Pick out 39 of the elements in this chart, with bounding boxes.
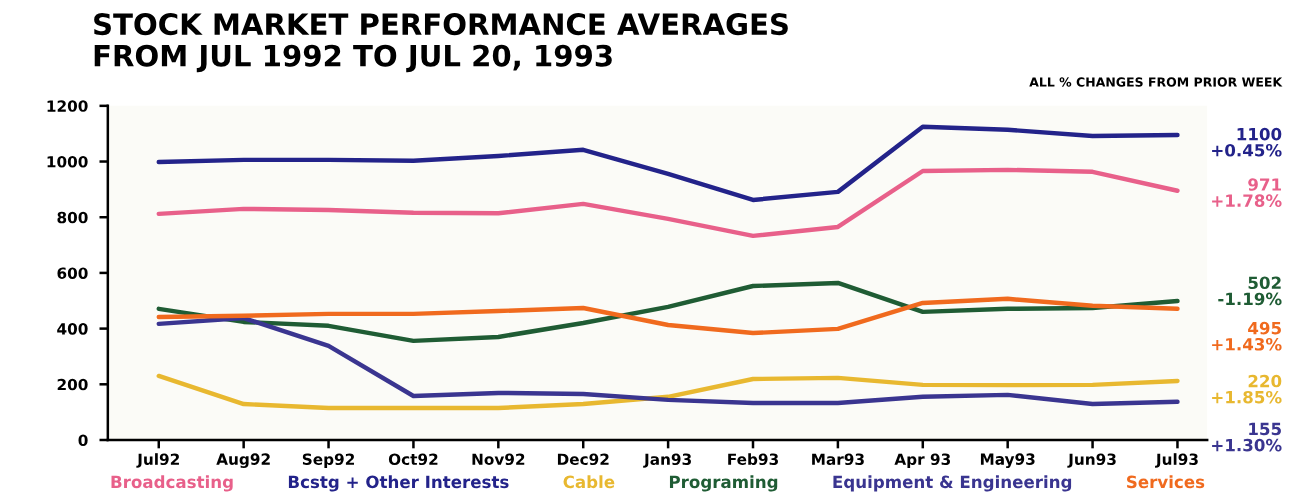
x-tick-label: May93 bbox=[980, 453, 1035, 468]
chart-title: STOCK MARKET PERFORMANCE AVERAGES FROM JUL 1992 TO JUL 20, 1993 bbox=[94, 13, 788, 73]
x-tick-label: Dec92 bbox=[557, 453, 609, 466]
text: Services bbox=[1127, 475, 1205, 489]
text: Equipment & Engineering bbox=[833, 475, 1072, 492]
text: 495 +1.43% bbox=[1212, 321, 1282, 351]
y-tick-label: 400 bbox=[57, 323, 88, 335]
line-series bbox=[156, 167, 1180, 239]
text: 220 +1.85% bbox=[1212, 374, 1282, 404]
x-tick-label: Sep92 bbox=[302, 453, 354, 468]
line-series bbox=[156, 296, 1180, 336]
x-tick-label: Jul93 bbox=[1155, 453, 1198, 468]
y-tick-label: 1000 bbox=[47, 156, 88, 168]
text: Programing bbox=[669, 475, 778, 492]
x-tick-label: Aug92 bbox=[216, 453, 270, 468]
text: 1100 +0.45% bbox=[1212, 127, 1282, 157]
text: 155 +1.30% bbox=[1212, 422, 1282, 452]
y-tick-label: 1200 bbox=[47, 100, 88, 112]
x-tick-label: Jan93 bbox=[643, 453, 691, 468]
text: Cable bbox=[563, 475, 615, 489]
y-tick-label: 0 bbox=[78, 434, 88, 447]
y-tick-label: 600 bbox=[57, 267, 88, 279]
x-tick-label: Apr 93 bbox=[894, 453, 951, 468]
x-tick-label: Oct92 bbox=[388, 453, 438, 466]
x-tick-label: Nov92 bbox=[472, 453, 525, 466]
y-tick-label: 200 bbox=[57, 378, 88, 391]
y-tick-label: 800 bbox=[57, 211, 88, 224]
chart-subtitle: ALL % CHANGES FROM PRIOR WEEK bbox=[1029, 77, 1283, 87]
x-tick-label: Mar93 bbox=[812, 453, 864, 466]
line-series bbox=[156, 373, 1180, 411]
line-series bbox=[156, 124, 1180, 203]
text: Bcstg + Other Interests bbox=[288, 475, 509, 492]
text: 502 -1.19% bbox=[1218, 276, 1282, 306]
x-tick-label: Jun93 bbox=[1067, 453, 1116, 468]
text: 971 +1.78% bbox=[1212, 178, 1282, 207]
line-series bbox=[156, 315, 1180, 407]
x-tick-label: Jul92 bbox=[136, 453, 179, 468]
text: Broadcasting bbox=[111, 475, 233, 492]
x-tick-label: Feb93 bbox=[728, 453, 778, 466]
